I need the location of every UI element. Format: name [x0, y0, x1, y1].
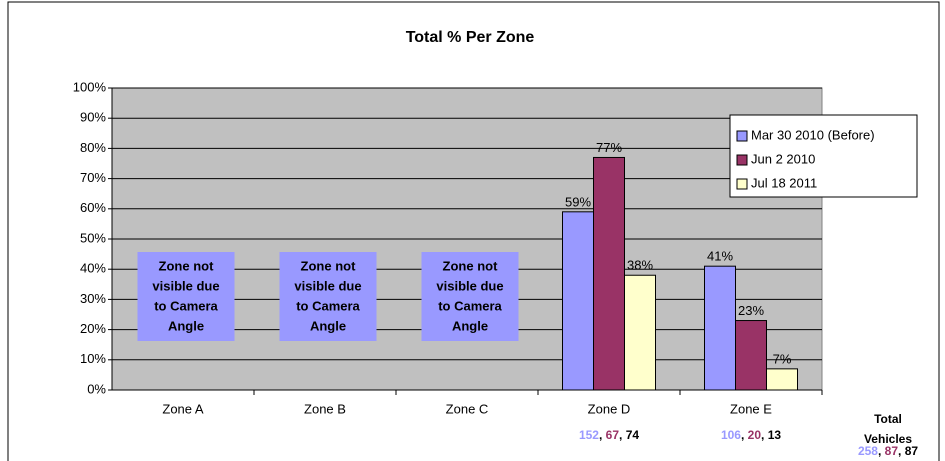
x-tick-label: Zone D: [588, 401, 631, 416]
legend-box: [729, 114, 918, 198]
legend-swatch: [736, 130, 748, 142]
vehicle-count: 74: [626, 428, 640, 442]
y-tick-label: 80%: [80, 140, 106, 155]
bar: [735, 320, 767, 391]
data-label: 41%: [707, 249, 733, 264]
total-value: 258: [858, 444, 878, 458]
data-label: 23%: [738, 303, 764, 318]
bar: [766, 368, 798, 391]
y-tick-label: 100%: [73, 79, 107, 94]
legend-swatch: [736, 178, 748, 190]
y-tick-label: 0%: [87, 381, 106, 396]
total-label: Vehicles: [864, 432, 912, 446]
y-tick-label: 10%: [80, 351, 106, 366]
data-label: 59%: [565, 194, 591, 209]
vehicle-count: 152: [579, 428, 599, 442]
vehicle-count: 13: [768, 428, 782, 442]
bar: [562, 211, 594, 391]
total-value: 87: [885, 444, 899, 458]
y-tick-label: 30%: [80, 291, 106, 306]
separator: ,: [761, 428, 768, 442]
separator: ,: [878, 444, 885, 458]
bar: [704, 265, 736, 391]
annotation-text: to Camera: [296, 298, 360, 313]
x-tick-label: Zone E: [730, 401, 772, 416]
legend-label: Mar 30 2010 (Before): [751, 127, 875, 142]
y-tick-label: 50%: [80, 230, 106, 245]
bar: [624, 274, 656, 391]
vehicle-count: 106: [721, 428, 741, 442]
annotation-text: to Camera: [438, 298, 502, 313]
bar: [593, 156, 625, 391]
totals: 258, 87, 87: [858, 444, 918, 458]
legend-label: Jul 18 2011: [751, 175, 817, 190]
annotation-text: Angle: [168, 318, 204, 333]
annotation-text: to Camera: [154, 298, 218, 313]
annotation-box: [279, 252, 377, 341]
separator: ,: [619, 428, 626, 442]
annotation-text: Zone not: [301, 258, 357, 273]
separator: ,: [741, 428, 748, 442]
annotation-text: visible due: [294, 278, 361, 293]
annotation-text: visible due: [152, 278, 219, 293]
annotation-text: Angle: [452, 318, 488, 333]
legend-swatch: [736, 154, 748, 166]
data-label: 7%: [773, 351, 792, 366]
vehicle-counts: 106, 20, 13: [721, 428, 781, 442]
data-label: 38%: [627, 258, 653, 273]
legend-label: Jun 2 2010: [751, 151, 815, 166]
vehicle-count: 67: [606, 428, 620, 442]
y-tick-label: 90%: [80, 110, 106, 125]
separator: ,: [599, 428, 606, 442]
annotation-box: [137, 252, 235, 341]
total-value: 87: [905, 444, 919, 458]
data-label: 77%: [596, 140, 622, 155]
separator: ,: [898, 444, 905, 458]
annotation-box: [421, 252, 519, 341]
total-label: Total: [874, 412, 902, 426]
annotation-text: visible due: [436, 278, 503, 293]
annotation-text: Angle: [310, 318, 346, 333]
chart-title: Total % Per Zone: [406, 29, 535, 46]
vehicle-counts: 152, 67, 74: [579, 428, 639, 442]
x-tick-label: Zone C: [446, 401, 489, 416]
y-tick-label: 70%: [80, 170, 106, 185]
vehicle-count: 20: [748, 428, 762, 442]
y-tick-label: 60%: [80, 200, 106, 215]
annotation-text: Zone not: [159, 258, 215, 273]
x-tick-label: Zone A: [162, 401, 204, 416]
y-tick-label: 20%: [80, 321, 106, 336]
x-tick-label: Zone B: [304, 401, 346, 416]
y-tick-label: 40%: [80, 261, 106, 276]
annotation-text: Zone not: [443, 258, 499, 273]
